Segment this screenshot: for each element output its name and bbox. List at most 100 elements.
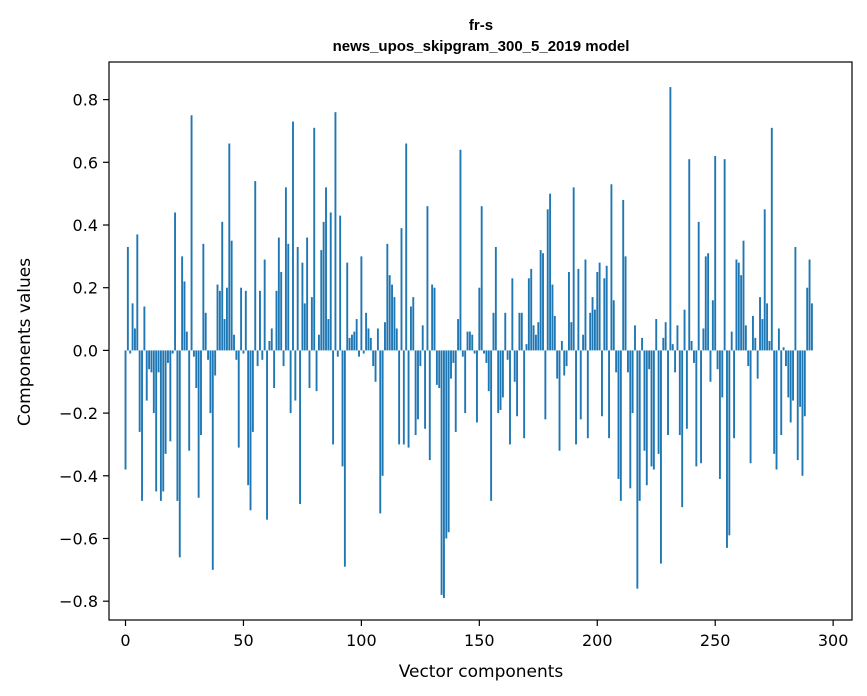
- bar-172: [530, 268, 533, 351]
- bar-279: [782, 347, 785, 351]
- bar-193: [579, 350, 582, 420]
- bar-271: [763, 209, 766, 351]
- bar-205: [608, 350, 610, 439]
- bar-68: [284, 187, 287, 351]
- bar-47: [235, 350, 238, 360]
- bar-238: [685, 350, 688, 429]
- bar-89: [334, 112, 337, 351]
- bar-0: [124, 350, 127, 470]
- bar-235: [678, 350, 681, 436]
- bar-2: [129, 350, 132, 354]
- bar-140: [454, 350, 457, 432]
- bar-157: [494, 246, 497, 351]
- bar-267: [754, 337, 757, 351]
- bar-94: [346, 262, 349, 351]
- bar-187: [565, 350, 568, 367]
- bar-132: [435, 350, 438, 385]
- bar-67: [282, 350, 285, 367]
- bar-101: [362, 350, 365, 354]
- bar-55: [254, 181, 257, 351]
- bar-28: [190, 115, 193, 351]
- bar-248: [709, 350, 712, 382]
- bar-170: [525, 344, 528, 351]
- bar-133: [438, 350, 441, 389]
- bar-249: [711, 300, 714, 351]
- bar-160: [501, 350, 504, 398]
- bar-100: [360, 256, 363, 351]
- bar-256: [728, 350, 731, 536]
- chart-title: fr-s: [469, 17, 493, 34]
- bar-108: [379, 350, 382, 514]
- bar-137: [447, 350, 450, 533]
- bar-262: [742, 240, 745, 351]
- bar-153: [485, 350, 488, 363]
- bar-147: [471, 334, 474, 351]
- bar-33: [202, 243, 205, 351]
- bar-46: [233, 334, 235, 351]
- bar-135: [443, 350, 445, 599]
- x-tick-label: 250: [700, 631, 731, 650]
- bar-206: [610, 184, 613, 351]
- bar-277: [777, 328, 780, 351]
- bar-241: [693, 350, 695, 363]
- bar-118: [402, 350, 405, 445]
- bar-85: [325, 187, 327, 351]
- bar-188: [568, 272, 570, 351]
- bar-92: [341, 350, 344, 467]
- bar-216: [634, 325, 636, 351]
- bar-282: [789, 350, 792, 423]
- bar-50: [242, 350, 245, 354]
- bar-116: [398, 350, 401, 445]
- bar-126: [421, 325, 424, 351]
- bar-162: [506, 350, 509, 360]
- bar-261: [740, 275, 743, 351]
- bar-70: [289, 350, 292, 414]
- bar-136: [445, 350, 448, 539]
- bar-24: [181, 256, 184, 351]
- bar-184: [558, 350, 561, 451]
- bar-156: [492, 312, 495, 351]
- bar-218: [638, 350, 641, 501]
- bar-109: [381, 350, 384, 476]
- y-tick-label: 0.2: [73, 279, 98, 298]
- bar-61: [268, 341, 271, 351]
- bar-25: [183, 281, 186, 351]
- bar-96: [351, 334, 353, 351]
- bar-148: [473, 350, 476, 354]
- bar-210: [619, 350, 622, 501]
- bar-211: [622, 199, 625, 351]
- bar-221: [645, 350, 648, 486]
- y-axis: −0.8 −0.6 −0.4 −0.2 0.0 0.2 0.4 0.6 0.8: [59, 91, 109, 611]
- bar-215: [631, 350, 634, 414]
- bar-11: [150, 350, 153, 373]
- bar-234: [676, 325, 679, 351]
- bar-21: [174, 212, 176, 351]
- bar-14: [157, 350, 160, 373]
- bar-72: [294, 350, 297, 401]
- bar-77: [306, 237, 309, 351]
- bar-255: [726, 350, 728, 548]
- bar-60: [266, 350, 268, 520]
- bar-252: [718, 350, 721, 479]
- y-tick-label: −0.2: [59, 404, 98, 423]
- bar-45: [230, 240, 233, 351]
- bar-231: [669, 87, 672, 351]
- x-tick-label: 0: [120, 631, 130, 650]
- bar-124: [417, 350, 419, 420]
- bar-127: [424, 350, 427, 429]
- y-tick-label: 0.6: [73, 153, 98, 172]
- bar-287: [801, 350, 804, 476]
- bar-125: [419, 350, 422, 367]
- y-tick-label: −0.8: [59, 592, 98, 611]
- bar-154: [487, 350, 490, 392]
- bar-268: [756, 350, 759, 379]
- bar-107: [376, 328, 379, 351]
- bar-91: [339, 215, 342, 351]
- bar-250: [714, 156, 717, 351]
- bar-71: [292, 121, 294, 351]
- bar-31: [197, 350, 200, 498]
- bar-291: [810, 303, 813, 351]
- bar-224: [652, 350, 655, 470]
- bar-273: [768, 341, 771, 351]
- bar-129: [428, 350, 431, 461]
